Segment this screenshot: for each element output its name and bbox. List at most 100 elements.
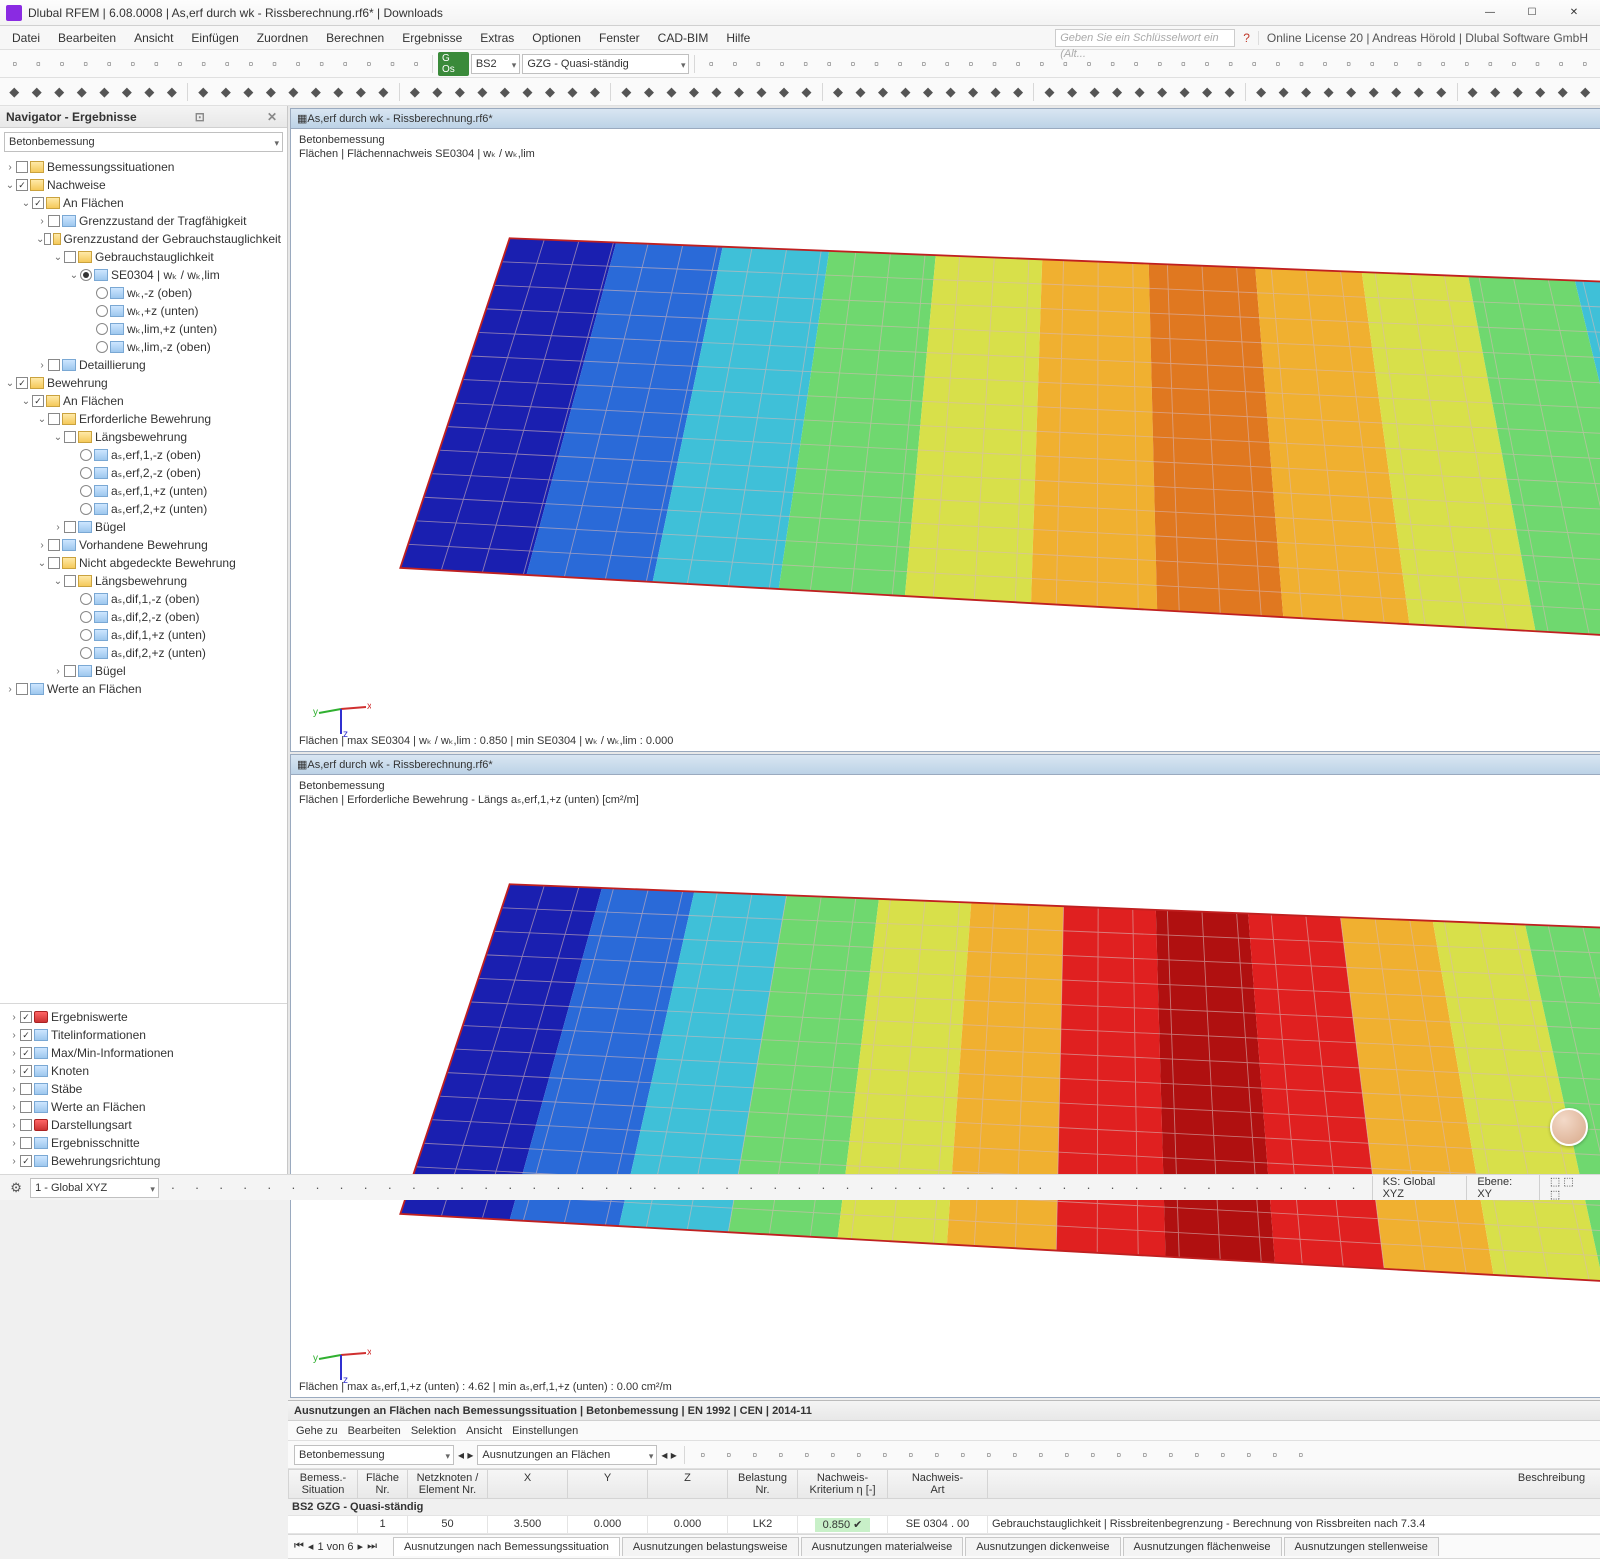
toolbar-button[interactable]: ▫ bbox=[819, 53, 841, 75]
tree-node[interactable]: aₛ,erf,1,-z (oben) bbox=[0, 446, 287, 464]
toolbar-button[interactable]: ◆ bbox=[639, 81, 660, 103]
toolbar-button[interactable]: ◆ bbox=[850, 81, 871, 103]
toolbar-button[interactable]: ▫ bbox=[335, 53, 357, 75]
menu-item[interactable]: Ansicht bbox=[126, 28, 181, 48]
results-tool-button[interactable]: ▫ bbox=[1212, 1444, 1234, 1466]
toolbar-button[interactable]: ◆ bbox=[1485, 81, 1506, 103]
pager-next[interactable]: ▸ bbox=[358, 1540, 364, 1553]
results-tool-button[interactable]: ▫ bbox=[1264, 1444, 1286, 1466]
toolbar-button[interactable]: ◆ bbox=[895, 81, 916, 103]
help-icon[interactable]: ? bbox=[1243, 31, 1250, 45]
column-header[interactable]: Y bbox=[568, 1469, 648, 1499]
tree-node[interactable]: ›Vorhandene Bewehrung bbox=[0, 536, 287, 554]
toolbar-button[interactable]: ◆ bbox=[49, 81, 70, 103]
loadcase-combo[interactable]: GZG - Quasi-ständig bbox=[522, 54, 689, 74]
toolbar-button[interactable]: ◆ bbox=[1197, 81, 1218, 103]
user-avatar[interactable] bbox=[1550, 1108, 1588, 1146]
tree-node[interactable]: ⌄✓An Flächen bbox=[0, 194, 287, 212]
toolbar-button[interactable]: ▫ bbox=[122, 53, 144, 75]
results-tool-button[interactable]: ▫ bbox=[692, 1444, 714, 1466]
column-header[interactable]: FlächeNr. bbox=[358, 1469, 408, 1499]
tree-node[interactable]: ⌄Nicht abgedeckte Bewehrung bbox=[0, 554, 287, 572]
toolbar-button[interactable]: ▫ bbox=[1503, 53, 1525, 75]
results-tool-button[interactable]: ▫ bbox=[848, 1444, 870, 1466]
status-tool-button[interactable]: · bbox=[1054, 1177, 1074, 1199]
results-tool-button[interactable]: ▫ bbox=[952, 1444, 974, 1466]
tree-node[interactable]: ⌄SE0304 | wₖ / wₖ,lim bbox=[0, 266, 287, 284]
results-tool-button[interactable]: ▫ bbox=[1186, 1444, 1208, 1466]
toolbar-button[interactable]: ▫ bbox=[169, 53, 191, 75]
tree-node[interactable]: aₛ,erf,1,+z (unten) bbox=[0, 482, 287, 500]
menu-item[interactable]: CAD-BIM bbox=[650, 28, 717, 48]
toolbar-button[interactable]: ▫ bbox=[913, 53, 935, 75]
toolbar-button[interactable]: ◆ bbox=[1507, 81, 1528, 103]
results-tool-button[interactable]: ▫ bbox=[1134, 1444, 1156, 1466]
results-menu-item[interactable]: Einstellungen bbox=[512, 1425, 578, 1437]
column-header[interactable]: Nachweis-Kriterium η [-] bbox=[798, 1469, 888, 1499]
toolbar-button[interactable]: ▫ bbox=[216, 53, 238, 75]
toolbar-button[interactable]: ◆ bbox=[1152, 81, 1173, 103]
results-tool-button[interactable]: ▫ bbox=[744, 1444, 766, 1466]
toolbar-button[interactable]: ◆ bbox=[729, 81, 750, 103]
status-tool-button[interactable]: · bbox=[934, 1177, 954, 1199]
results-menu-item[interactable]: Bearbeiten bbox=[348, 1425, 401, 1437]
results-tool-button[interactable]: ▫ bbox=[1056, 1444, 1078, 1466]
status-tool-button[interactable]: · bbox=[717, 1177, 737, 1199]
status-tool-button[interactable]: · bbox=[1030, 1177, 1050, 1199]
toolbar-button[interactable]: ◆ bbox=[72, 81, 93, 103]
toolbar-button[interactable]: ◆ bbox=[139, 81, 160, 103]
toolbar-button[interactable]: ▫ bbox=[1196, 53, 1218, 75]
nav-option[interactable]: ›Ergebnisschnitte bbox=[0, 1134, 287, 1152]
toolbar-button[interactable]: ▫ bbox=[287, 53, 309, 75]
navigator-tree[interactable]: ›Bemessungssituationen⌄✓Nachweise⌄✓An Fl… bbox=[0, 156, 287, 1003]
column-header[interactable]: Nachweis-Art bbox=[888, 1469, 988, 1499]
results-tool-button[interactable]: ▫ bbox=[874, 1444, 896, 1466]
nav-option[interactable]: ›Darstellungsart bbox=[0, 1116, 287, 1134]
tree-node[interactable]: ⌄Gebrauchstauglichkeit bbox=[0, 248, 287, 266]
toolbar-button[interactable]: ◆ bbox=[585, 81, 606, 103]
menu-item[interactable]: Extras bbox=[472, 28, 522, 48]
toolbar-button[interactable]: ▫ bbox=[724, 53, 746, 75]
toolbar-button[interactable]: ▫ bbox=[405, 53, 427, 75]
tree-node[interactable]: ›Bügel bbox=[0, 662, 287, 680]
toolbar-button[interactable]: ◆ bbox=[306, 81, 327, 103]
status-tool-button[interactable]: · bbox=[789, 1177, 809, 1199]
status-tool-button[interactable]: · bbox=[380, 1177, 400, 1199]
tree-node[interactable]: aₛ,dif,2,+z (unten) bbox=[0, 644, 287, 662]
toolbar-button[interactable]: ◆ bbox=[283, 81, 304, 103]
toolbar-button[interactable]: ◆ bbox=[661, 81, 682, 103]
status-tool-button[interactable]: · bbox=[1175, 1177, 1195, 1199]
tree-node[interactable]: wₖ,+z (unten) bbox=[0, 302, 287, 320]
status-tool-button[interactable]: · bbox=[476, 1177, 496, 1199]
status-tool-button[interactable]: · bbox=[548, 1177, 568, 1199]
toolbar-button[interactable]: ◆ bbox=[1431, 81, 1452, 103]
status-tool-button[interactable]: · bbox=[1247, 1177, 1267, 1199]
toolbar-button[interactable]: ◆ bbox=[985, 81, 1006, 103]
toolbar-button[interactable]: ◆ bbox=[427, 81, 448, 103]
toolbar-button[interactable]: ◆ bbox=[1273, 81, 1294, 103]
toolbar-button[interactable]: ◆ bbox=[1129, 81, 1150, 103]
toolbar-button[interactable]: ◆ bbox=[1552, 81, 1573, 103]
toolbar-button[interactable]: ◆ bbox=[918, 81, 939, 103]
nav-option[interactable]: ›✓Bewehrungsrichtung bbox=[0, 1152, 287, 1170]
results-tool-button[interactable]: ▫ bbox=[1290, 1444, 1312, 1466]
toolbar-button[interactable]: ▫ bbox=[1385, 53, 1407, 75]
status-tool-button[interactable]: · bbox=[428, 1177, 448, 1199]
tree-node[interactable]: ⌄Längsbewehrung bbox=[0, 428, 287, 446]
status-tool-button[interactable]: · bbox=[163, 1177, 183, 1199]
tree-node[interactable]: ›Bemessungssituationen bbox=[0, 158, 287, 176]
status-tool-button[interactable]: · bbox=[1319, 1177, 1339, 1199]
results-tool-button[interactable]: ▫ bbox=[822, 1444, 844, 1466]
column-header[interactable]: X bbox=[488, 1469, 568, 1499]
toolbar-button[interactable]: ◆ bbox=[27, 81, 48, 103]
toolbar-button[interactable]: ▫ bbox=[960, 53, 982, 75]
column-header[interactable]: Netzknoten /Element Nr. bbox=[408, 1469, 488, 1499]
status-tool-button[interactable]: · bbox=[235, 1177, 255, 1199]
toolbar-button[interactable]: ▫ bbox=[1267, 53, 1289, 75]
status-tool-button[interactable]: · bbox=[958, 1177, 978, 1199]
status-tool-button[interactable]: · bbox=[1223, 1177, 1243, 1199]
toolbar-button[interactable]: ◆ bbox=[517, 81, 538, 103]
nav-option[interactable]: ›✓Ergebniswerte bbox=[0, 1008, 287, 1026]
model-view[interactable]: ▦ As,erf durch wk - Rissberechnung.rf6*—… bbox=[290, 108, 1600, 752]
toolbar-button[interactable]: ◆ bbox=[472, 81, 493, 103]
